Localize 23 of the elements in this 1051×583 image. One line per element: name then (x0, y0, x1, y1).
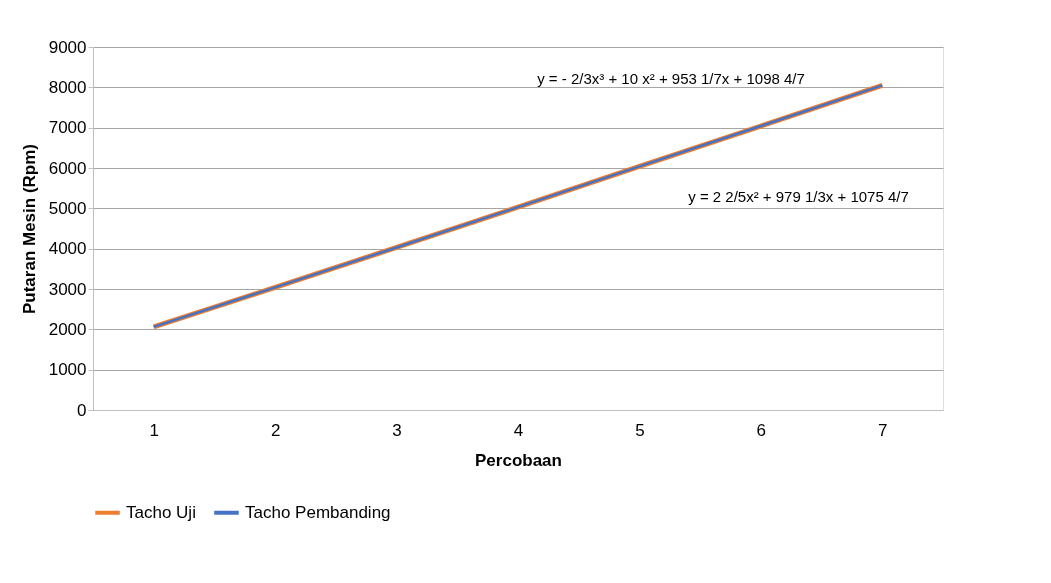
x-tick-label: 6 (756, 420, 767, 440)
x-tick-label: 1 (149, 420, 159, 440)
x-tick-label: 5 (635, 420, 645, 440)
y-tick-label: 1000 (48, 360, 87, 380)
y-tick-label: 9000 (48, 37, 87, 57)
y-tick-label: 0 (77, 400, 87, 420)
y-tick-label: 5000 (48, 198, 87, 218)
annotation: y = 2 2/5x² + 979 1/3x + 1075 4/7 (688, 188, 909, 205)
x-axis-title: Percobaan (475, 450, 562, 470)
y-tick-label: 4000 (48, 239, 87, 259)
y-tick-label: 3000 (48, 279, 87, 299)
x-tick-label: 2 (270, 420, 281, 440)
y-tick-label: 8000 (48, 77, 87, 97)
x-tick-label: 4 (513, 420, 524, 440)
x-tick-label: 7 (878, 420, 888, 440)
x-tick-label: 3 (392, 420, 402, 440)
y-axis-title: Putaran Mesin (Rpm) (19, 143, 39, 315)
y-tick-label: 2000 (48, 319, 87, 339)
y-tick-label: 7000 (48, 118, 87, 138)
annotation: y = - 2/3x³ + 10 x² + 953 1/7x + 1098 4/7 (537, 70, 805, 87)
legend-label: Tacho Pembanding (245, 502, 391, 522)
legend-label: Tacho Uji (126, 502, 196, 522)
y-tick-label: 6000 (48, 158, 87, 178)
